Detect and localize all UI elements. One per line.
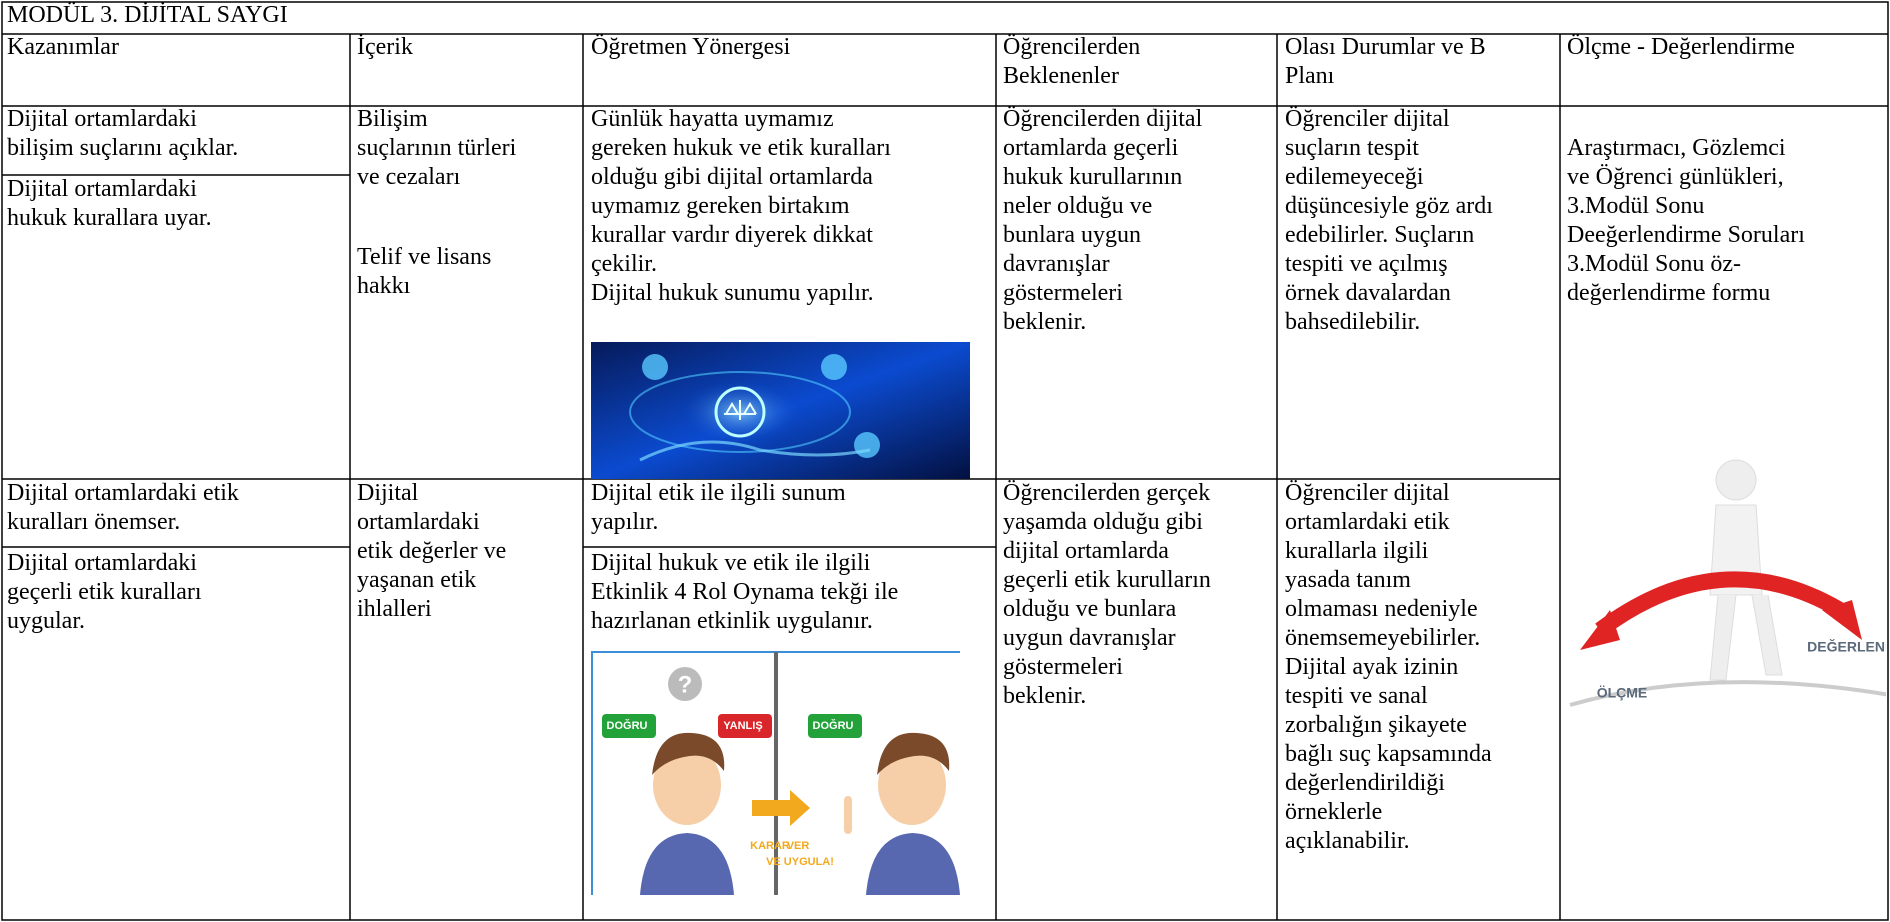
question-mark: ?: [678, 671, 693, 698]
possible-case: tespiti ve sanal: [1285, 683, 1428, 709]
student-expectation: göstermeleri: [1003, 654, 1123, 680]
content-text: ortamlardaki: [357, 509, 480, 535]
content-text: ihlalleri: [357, 596, 432, 622]
teacher-instruction: hazırlanan etkinlik uygulanır.: [591, 608, 873, 634]
learning-outcome: Dijital ortamlardaki: [7, 550, 197, 576]
student-expectation: hukuk kurullarının: [1003, 164, 1182, 190]
possible-case: olmaması nedeniyle: [1285, 596, 1478, 622]
possible-case: değerlendirildiği: [1285, 770, 1445, 796]
student-expectation: olduğu ve bunlara: [1003, 596, 1177, 622]
content-text: Telif ve lisans: [357, 244, 491, 270]
digital-law-image: [591, 342, 970, 479]
teacher-instruction: uymamız gereken birtakım: [591, 193, 850, 219]
possible-case: tespiti ve açılmış: [1285, 251, 1448, 277]
possible-case: önemsemeyebilirler.: [1285, 625, 1480, 651]
possible-case: suçların tespit: [1285, 135, 1419, 161]
possible-case: açıklanabilir.: [1285, 828, 1410, 854]
assessment-text: Araştırmacı, Gözlemci: [1567, 135, 1786, 161]
student-expectation: göstermeleri: [1003, 280, 1123, 306]
content-text: Bilişim: [357, 106, 428, 132]
possible-case: ortamlardaki etik: [1285, 509, 1450, 535]
bubble-text: YANLIŞ: [723, 720, 762, 732]
column-header: Planı: [1285, 63, 1335, 89]
possible-case: düşüncesiyle göz ardı: [1285, 193, 1493, 219]
student-expectation: ortamlarda geçerli: [1003, 135, 1179, 161]
cartoon-text: VE UYGULA!: [766, 856, 834, 868]
possible-case: yasada tanım: [1285, 567, 1411, 593]
student-expectation: Öğrencilerden gerçek: [1003, 480, 1210, 506]
teacher-instruction: Dijital hukuk sunumu yapılır.: [591, 280, 874, 306]
assessment-text: ve Öğrenci günlükleri,: [1567, 164, 1784, 190]
learning-outcome: Dijital ortamlardaki: [7, 106, 197, 132]
image-text: DEĞERLENI: [1807, 638, 1889, 655]
student-expectation: bunlara uygun: [1003, 222, 1141, 248]
possible-case: bağlı suç kapsamında: [1285, 741, 1492, 767]
learning-outcome: bilişim suçlarını açıklar.: [7, 135, 238, 161]
student-expectation: davranışlar: [1003, 251, 1110, 277]
role-play-image: ? DOĞRU YANLIŞ DOĞRU KARAR VER VE UYGULA…: [591, 651, 960, 895]
teacher-instruction: çekilir.: [591, 251, 657, 277]
learning-outcome: geçerli etik kuralları: [7, 579, 202, 605]
column-header: İçerik: [357, 34, 413, 60]
student-expectation: yaşamda olduğu gibi: [1003, 509, 1203, 535]
learning-outcome: uygular.: [7, 608, 85, 634]
column-header: Öğrencilerden: [1003, 34, 1140, 60]
content-text: hakkı: [357, 273, 411, 299]
student-expectation: beklenir.: [1003, 309, 1086, 335]
bubble-text: DOĞRU: [607, 719, 648, 732]
bubble-text: DOĞRU: [813, 719, 854, 732]
assessment-text: 3.Modül Sonu: [1567, 193, 1704, 219]
possible-case: zorbalığın şikayete: [1285, 712, 1467, 738]
student-expectation: uygun davranışlar: [1003, 625, 1176, 651]
learning-outcome: hukuk kurallara uyar.: [7, 205, 212, 231]
possible-case: Öğrenciler dijital: [1285, 480, 1450, 506]
possible-case: edebilirler. Suçların: [1285, 222, 1474, 248]
module-title: MODÜL 3. DİJİTAL SAYGI: [7, 2, 288, 28]
measurement-image: ÖLÇME DEĞERLENI: [1569, 459, 1889, 707]
column-header: Kazanımlar: [7, 34, 119, 60]
possible-case: Dijital ayak izinin: [1285, 654, 1458, 680]
teacher-instruction: olduğu gibi dijital ortamlarda: [591, 164, 873, 190]
column-header: Ölçme - Değerlendirme: [1567, 34, 1795, 60]
teacher-instruction: Dijital etik ile ilgili sunum: [591, 480, 846, 506]
student-expectation: geçerli etik kurulların: [1003, 567, 1211, 593]
assessment-text: değerlendirme formu: [1567, 280, 1770, 306]
learning-outcome: kuralları önemser.: [7, 509, 180, 535]
content-text: ve cezaları: [357, 164, 461, 190]
image-text: ÖLÇME: [1597, 685, 1648, 701]
column-header: Olası Durumlar ve B: [1285, 34, 1486, 60]
content-text: yaşanan etik: [357, 567, 476, 593]
teacher-instruction: yapılır.: [591, 509, 658, 535]
teacher-instruction: Etkinlik 4 Rol Oynama tekği ile: [591, 579, 898, 605]
column-header: Öğretmen Yönergesi: [591, 34, 791, 60]
teacher-instruction: gereken hukuk ve etik kuralları: [591, 135, 891, 161]
content-text: etik değerler ve: [357, 538, 506, 564]
possible-case: bahsedilebilir.: [1285, 309, 1420, 335]
teacher-instruction: Günlük hayatta uymamız: [591, 106, 834, 132]
column-header: Beklenenler: [1003, 63, 1119, 89]
learning-outcome: Dijital ortamlardaki etik: [7, 480, 239, 506]
teacher-instruction: kurallar vardır diyerek dikkat: [591, 222, 873, 248]
possible-case: örneklerle: [1285, 799, 1382, 825]
teacher-instruction: Dijital hukuk ve etik ile ilgili: [591, 550, 871, 576]
content-text: Dijital: [357, 480, 419, 506]
cartoon-text: KARAR: [750, 840, 790, 852]
possible-case: Öğrenciler dijital: [1285, 106, 1450, 132]
student-expectation: Öğrencilerden dijital: [1003, 106, 1203, 132]
student-expectation: beklenir.: [1003, 683, 1086, 709]
possible-case: edilemeyeceği: [1285, 164, 1424, 190]
assessment-text: 3.Modül Sonu öz-: [1567, 251, 1741, 277]
possible-case: kurallarla ilgili: [1285, 538, 1429, 564]
possible-case: örnek davalardan: [1285, 280, 1451, 306]
content-text: suçlarının türleri: [357, 135, 517, 161]
cartoon-text: VER: [787, 840, 810, 852]
student-expectation: neler olduğu ve: [1003, 193, 1152, 219]
student-expectation: dijital ortamlarda: [1003, 538, 1169, 564]
assessment-text: Deeğerlendirme Soruları: [1567, 222, 1805, 248]
learning-outcome: Dijital ortamlardaki: [7, 176, 197, 202]
